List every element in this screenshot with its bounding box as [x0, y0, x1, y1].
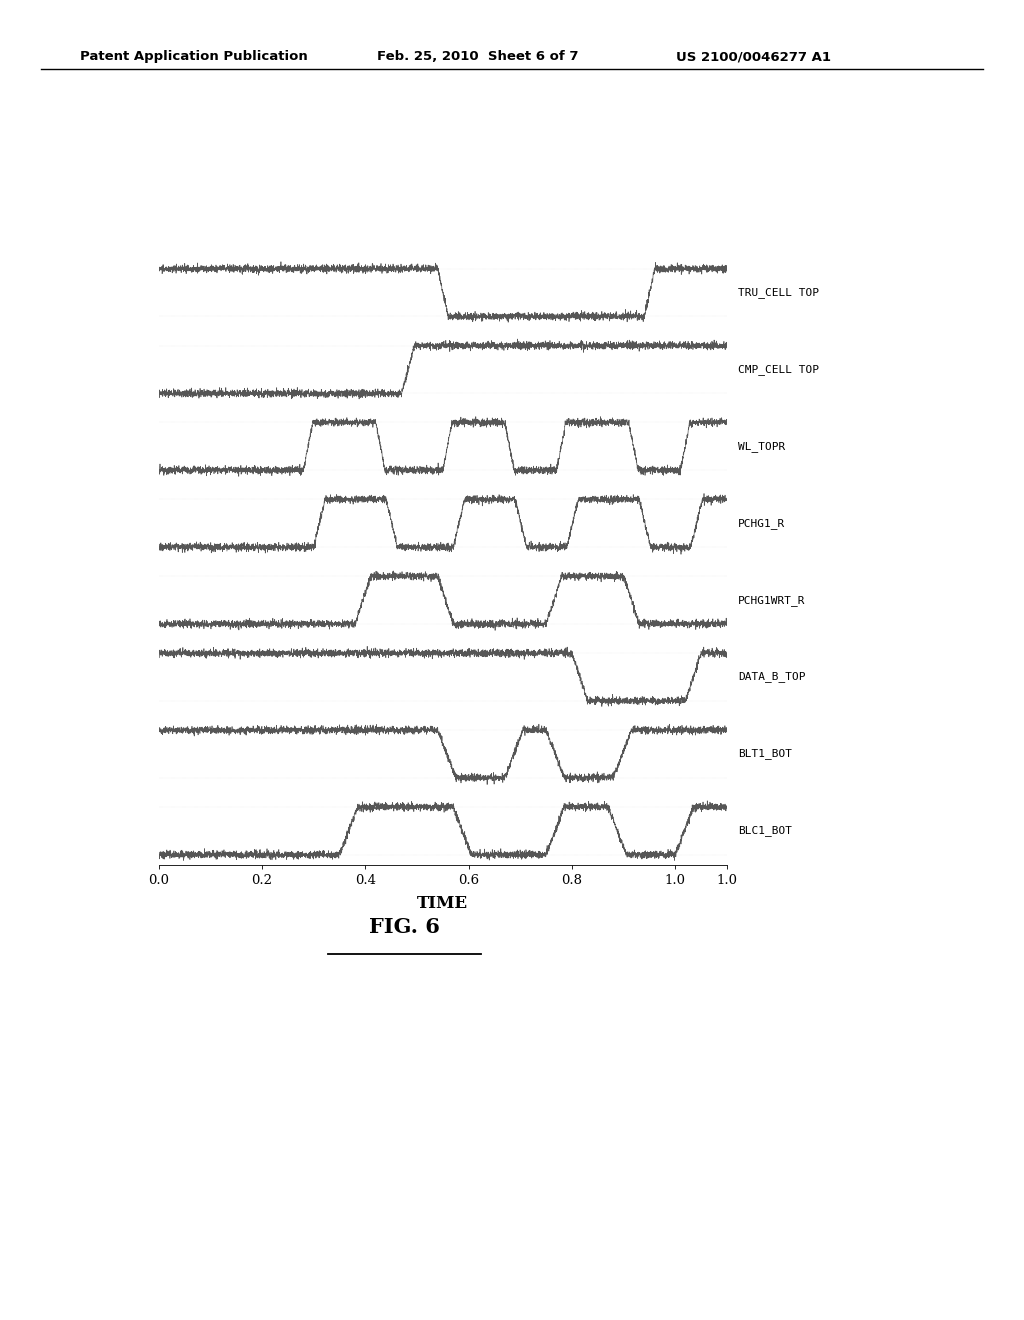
Text: PCHG1WRT_R: PCHG1WRT_R — [738, 594, 806, 606]
Text: DATA_B_TOP: DATA_B_TOP — [738, 672, 806, 682]
Text: US 2100/0046277 A1: US 2100/0046277 A1 — [676, 50, 830, 63]
Text: BLT1_BOT: BLT1_BOT — [738, 748, 793, 759]
X-axis label: TIME: TIME — [418, 895, 468, 912]
Text: WL_TOPR: WL_TOPR — [738, 441, 785, 451]
Text: Patent Application Publication: Patent Application Publication — [80, 50, 307, 63]
Text: Feb. 25, 2010  Sheet 6 of 7: Feb. 25, 2010 Sheet 6 of 7 — [377, 50, 579, 63]
Text: TRU_CELL TOP: TRU_CELL TOP — [738, 286, 819, 298]
Text: FIG. 6: FIG. 6 — [369, 917, 440, 937]
Text: CMP_CELL TOP: CMP_CELL TOP — [738, 364, 819, 375]
Text: BLC1_BOT: BLC1_BOT — [738, 825, 793, 837]
Text: PCHG1_R: PCHG1_R — [738, 517, 785, 528]
